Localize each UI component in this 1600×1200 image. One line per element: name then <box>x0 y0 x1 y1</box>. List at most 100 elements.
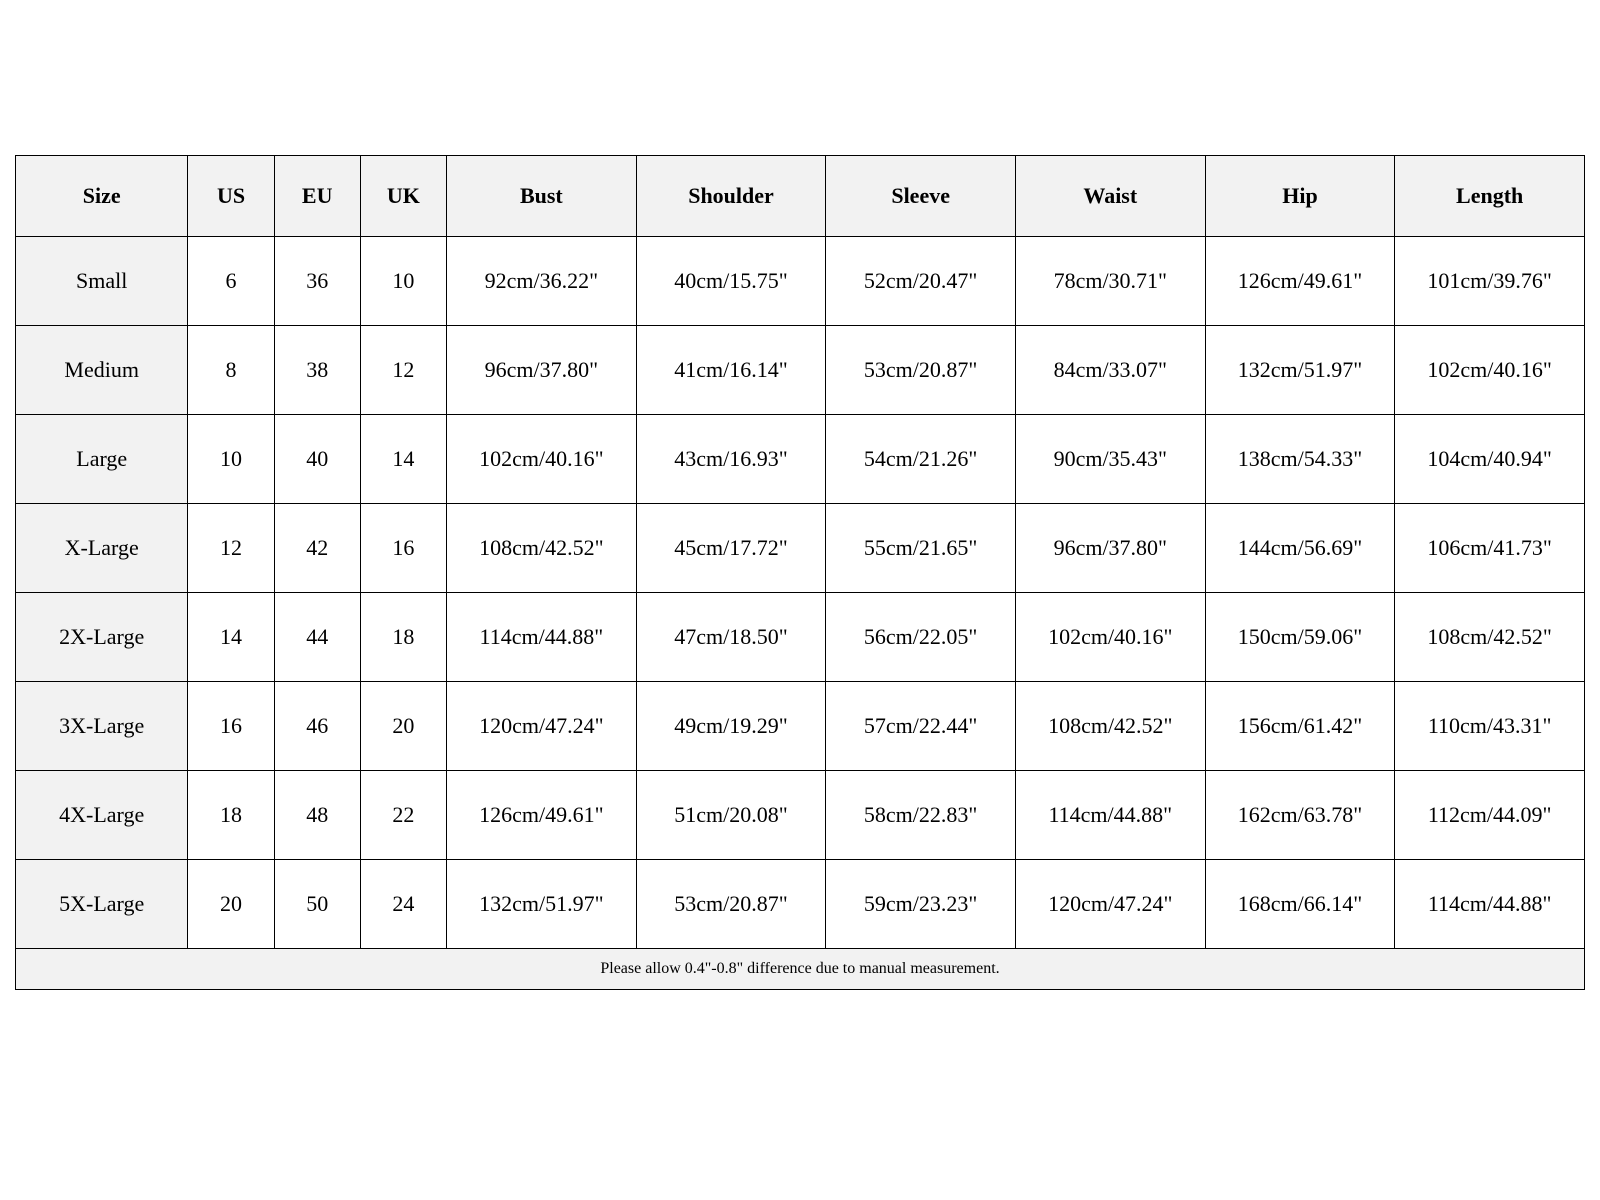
cell-eu: 48 <box>274 771 360 860</box>
table-row: Medium 8 38 12 96cm/37.80" 41cm/16.14" 5… <box>16 326 1585 415</box>
cell-us: 8 <box>188 326 274 415</box>
cell-shoulder: 43cm/16.93" <box>636 415 826 504</box>
cell-uk: 24 <box>360 860 446 949</box>
cell-hip: 150cm/59.06" <box>1205 593 1395 682</box>
cell-size: 4X-Large <box>16 771 188 860</box>
col-header-bust: Bust <box>447 156 637 237</box>
cell-hip: 168cm/66.14" <box>1205 860 1395 949</box>
cell-shoulder: 53cm/20.87" <box>636 860 826 949</box>
col-header-us: US <box>188 156 274 237</box>
table-header-row: Size US EU UK Bust Shoulder Sleeve Waist… <box>16 156 1585 237</box>
cell-size: Small <box>16 237 188 326</box>
footer-note: Please allow 0.4"-0.8" difference due to… <box>16 949 1585 990</box>
cell-sleeve: 52cm/20.47" <box>826 237 1016 326</box>
cell-uk: 20 <box>360 682 446 771</box>
table-row: Small 6 36 10 92cm/36.22" 40cm/15.75" 52… <box>16 237 1585 326</box>
cell-size: 5X-Large <box>16 860 188 949</box>
col-header-shoulder: Shoulder <box>636 156 826 237</box>
cell-hip: 162cm/63.78" <box>1205 771 1395 860</box>
col-header-eu: EU <box>274 156 360 237</box>
cell-hip: 144cm/56.69" <box>1205 504 1395 593</box>
cell-eu: 38 <box>274 326 360 415</box>
cell-shoulder: 47cm/18.50" <box>636 593 826 682</box>
cell-hip: 132cm/51.97" <box>1205 326 1395 415</box>
table-row: 2X-Large 14 44 18 114cm/44.88" 47cm/18.5… <box>16 593 1585 682</box>
cell-eu: 46 <box>274 682 360 771</box>
cell-sleeve: 57cm/22.44" <box>826 682 1016 771</box>
col-header-size: Size <box>16 156 188 237</box>
cell-waist: 96cm/37.80" <box>1015 504 1205 593</box>
cell-bust: 96cm/37.80" <box>447 326 637 415</box>
cell-size: Large <box>16 415 188 504</box>
table-row: 5X-Large 20 50 24 132cm/51.97" 53cm/20.8… <box>16 860 1585 949</box>
col-header-length: Length <box>1395 156 1585 237</box>
cell-us: 16 <box>188 682 274 771</box>
cell-shoulder: 49cm/19.29" <box>636 682 826 771</box>
cell-size: Medium <box>16 326 188 415</box>
cell-length: 114cm/44.88" <box>1395 860 1585 949</box>
cell-uk: 22 <box>360 771 446 860</box>
table-footer-row: Please allow 0.4"-0.8" difference due to… <box>16 949 1585 990</box>
cell-shoulder: 40cm/15.75" <box>636 237 826 326</box>
cell-shoulder: 45cm/17.72" <box>636 504 826 593</box>
table-body: Small 6 36 10 92cm/36.22" 40cm/15.75" 52… <box>16 237 1585 949</box>
cell-length: 110cm/43.31" <box>1395 682 1585 771</box>
cell-hip: 138cm/54.33" <box>1205 415 1395 504</box>
cell-hip: 126cm/49.61" <box>1205 237 1395 326</box>
table-row: 3X-Large 16 46 20 120cm/47.24" 49cm/19.2… <box>16 682 1585 771</box>
cell-sleeve: 55cm/21.65" <box>826 504 1016 593</box>
table-row: Large 10 40 14 102cm/40.16" 43cm/16.93" … <box>16 415 1585 504</box>
cell-sleeve: 56cm/22.05" <box>826 593 1016 682</box>
cell-waist: 108cm/42.52" <box>1015 682 1205 771</box>
cell-us: 12 <box>188 504 274 593</box>
cell-uk: 18 <box>360 593 446 682</box>
cell-size: X-Large <box>16 504 188 593</box>
cell-us: 10 <box>188 415 274 504</box>
cell-length: 108cm/42.52" <box>1395 593 1585 682</box>
cell-us: 14 <box>188 593 274 682</box>
cell-sleeve: 53cm/20.87" <box>826 326 1016 415</box>
cell-us: 6 <box>188 237 274 326</box>
cell-length: 104cm/40.94" <box>1395 415 1585 504</box>
cell-bust: 92cm/36.22" <box>447 237 637 326</box>
cell-length: 106cm/41.73" <box>1395 504 1585 593</box>
cell-waist: 78cm/30.71" <box>1015 237 1205 326</box>
table-row: X-Large 12 42 16 108cm/42.52" 45cm/17.72… <box>16 504 1585 593</box>
cell-eu: 36 <box>274 237 360 326</box>
cell-size: 2X-Large <box>16 593 188 682</box>
cell-length: 101cm/39.76" <box>1395 237 1585 326</box>
cell-size: 3X-Large <box>16 682 188 771</box>
cell-eu: 42 <box>274 504 360 593</box>
size-chart-table: Size US EU UK Bust Shoulder Sleeve Waist… <box>15 155 1585 990</box>
cell-eu: 50 <box>274 860 360 949</box>
cell-sleeve: 54cm/21.26" <box>826 415 1016 504</box>
cell-waist: 90cm/35.43" <box>1015 415 1205 504</box>
cell-shoulder: 41cm/16.14" <box>636 326 826 415</box>
cell-uk: 16 <box>360 504 446 593</box>
cell-hip: 156cm/61.42" <box>1205 682 1395 771</box>
cell-sleeve: 58cm/22.83" <box>826 771 1016 860</box>
cell-bust: 114cm/44.88" <box>447 593 637 682</box>
cell-uk: 10 <box>360 237 446 326</box>
cell-bust: 108cm/42.52" <box>447 504 637 593</box>
cell-length: 102cm/40.16" <box>1395 326 1585 415</box>
cell-uk: 14 <box>360 415 446 504</box>
col-header-waist: Waist <box>1015 156 1205 237</box>
cell-waist: 84cm/33.07" <box>1015 326 1205 415</box>
cell-shoulder: 51cm/20.08" <box>636 771 826 860</box>
cell-bust: 102cm/40.16" <box>447 415 637 504</box>
col-header-uk: UK <box>360 156 446 237</box>
table-row: 4X-Large 18 48 22 126cm/49.61" 51cm/20.0… <box>16 771 1585 860</box>
cell-waist: 120cm/47.24" <box>1015 860 1205 949</box>
cell-waist: 114cm/44.88" <box>1015 771 1205 860</box>
cell-bust: 120cm/47.24" <box>447 682 637 771</box>
col-header-sleeve: Sleeve <box>826 156 1016 237</box>
cell-bust: 126cm/49.61" <box>447 771 637 860</box>
cell-uk: 12 <box>360 326 446 415</box>
cell-sleeve: 59cm/23.23" <box>826 860 1016 949</box>
cell-us: 20 <box>188 860 274 949</box>
cell-us: 18 <box>188 771 274 860</box>
cell-eu: 40 <box>274 415 360 504</box>
col-header-hip: Hip <box>1205 156 1395 237</box>
cell-eu: 44 <box>274 593 360 682</box>
